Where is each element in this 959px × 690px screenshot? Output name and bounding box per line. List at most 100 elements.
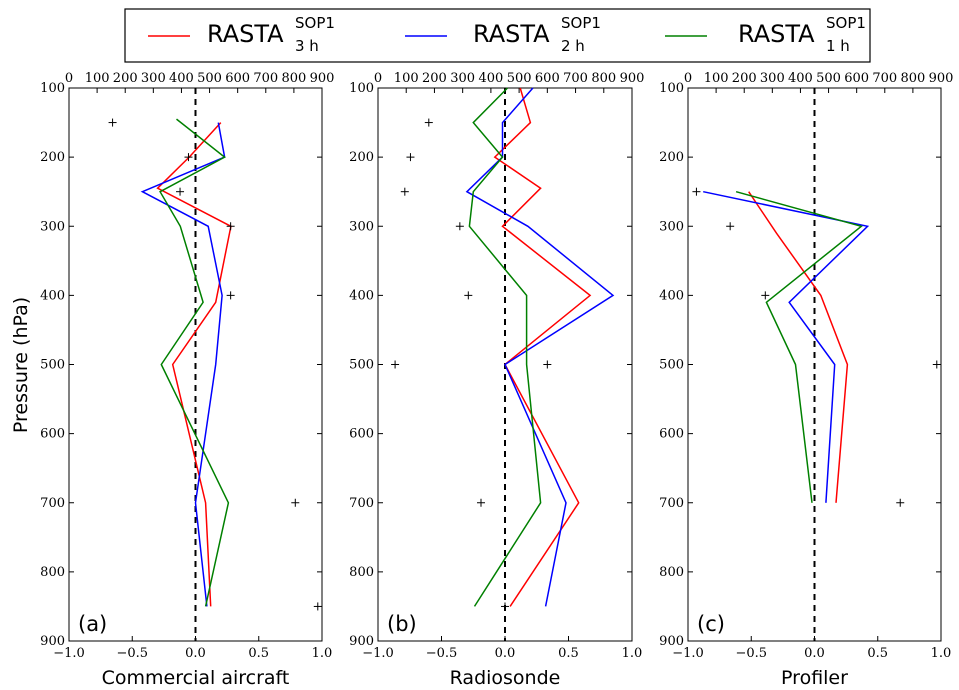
legend: RASTA SOP1 3 h RASTA SOP1 2 h RASTA SOP1…: [124, 8, 871, 63]
series-line-RASTA_3h: [748, 191, 849, 503]
series-line-RASTA_1h: [468, 87, 542, 607]
top-x-tick-label: 900: [620, 71, 645, 86]
x-tick-label: −0.5: [116, 646, 148, 661]
top-x-tick-label: 300: [450, 71, 475, 86]
count-marker: [291, 498, 300, 507]
top-x-tick-label: 400: [788, 71, 813, 86]
y-tick-label: 900: [659, 634, 684, 649]
x-tick-label: −0.5: [735, 646, 767, 661]
y-tick-label: 800: [40, 565, 65, 580]
x-tick-label: 0.0: [185, 646, 206, 661]
top-x-tick-label: 700: [253, 71, 278, 86]
top-x-tick-label: 100: [704, 71, 729, 86]
count-marker: [226, 222, 235, 231]
y-tick-label: 700: [659, 496, 684, 511]
series-line-RASTA_2h: [465, 87, 615, 607]
count-marker: [406, 153, 415, 162]
legend-box: [124, 8, 871, 63]
count-marker: [455, 222, 464, 231]
y-tick-label: 900: [40, 634, 65, 649]
y-tick-label: 100: [40, 81, 65, 96]
y-tick-label: 200: [349, 150, 374, 165]
count-marker: [477, 498, 486, 507]
top-x-tick-label: 600: [225, 71, 250, 86]
x-axis-label: Profiler: [781, 667, 848, 689]
y-tick-label: 200: [659, 150, 684, 165]
top-x-tick-label: 100: [85, 71, 110, 86]
top-x-tick-label: 800: [900, 71, 925, 86]
y-tick-label: 900: [349, 634, 374, 649]
count-marker: [226, 291, 235, 300]
count-marker: [108, 118, 117, 127]
legend-sub-3h: 3 h: [295, 37, 319, 55]
y-tick-label: 200: [40, 150, 65, 165]
top-x-tick-label: 200: [113, 71, 138, 86]
panel-label: (c): [697, 612, 725, 636]
legend-sub-2h: 2 h: [561, 37, 585, 55]
count-marker: [391, 360, 400, 369]
y-tick-label: 800: [349, 565, 374, 580]
top-x-tick-label: 0: [65, 71, 73, 86]
y-tick-label: 600: [659, 427, 684, 442]
y-tick-label: 500: [40, 358, 65, 373]
x-tick-label: 0.5: [558, 646, 579, 661]
count-marker: [313, 602, 322, 611]
legend-entry-2h: RASTA SOP1 2 h: [405, 14, 601, 55]
top-x-tick-label: 900: [929, 71, 954, 86]
series-line-RASTA_1h: [159, 118, 230, 607]
top-x-tick-label: 600: [844, 71, 869, 86]
legend-sup-3h: SOP1: [295, 14, 335, 32]
top-x-tick-label: 100: [394, 71, 419, 86]
panel-label: (a): [78, 612, 107, 636]
top-x-tick-label: 200: [732, 71, 757, 86]
count-marker: [424, 118, 433, 127]
top-x-tick-label: 300: [141, 71, 166, 86]
count-marker: [464, 291, 473, 300]
x-tick-label: −1.0: [672, 646, 704, 661]
x-tick-label: 1.0: [312, 646, 333, 661]
x-tick-label: 1.0: [622, 646, 643, 661]
legend-entry-1h: RASTA SOP1 1 h: [665, 14, 866, 55]
series-line-RASTA_2h: [703, 190, 870, 503]
top-x-tick-label: 500: [507, 71, 532, 86]
count-marker: [692, 187, 701, 196]
y-tick-label: 600: [349, 427, 374, 442]
y-axis-label: Pressure (hPa): [10, 297, 32, 433]
top-x-tick-label: 400: [169, 71, 194, 86]
legend-sub-1h: 1 h: [826, 37, 850, 55]
top-x-tick-label: 700: [563, 71, 588, 86]
top-x-tick-label: 300: [760, 71, 785, 86]
top-x-tick-label: 500: [197, 71, 222, 86]
top-x-tick-label: 500: [816, 71, 841, 86]
y-tick-label: 300: [349, 219, 374, 234]
y-tick-label: 800: [659, 565, 684, 580]
x-tick-label: −1.0: [53, 646, 85, 661]
count-marker: [543, 360, 552, 369]
x-tick-label: 0.0: [495, 646, 516, 661]
x-tick-label: −1.0: [362, 646, 394, 661]
count-marker: [176, 187, 185, 196]
top-x-tick-label: 800: [281, 71, 306, 86]
y-tick-label: 100: [349, 81, 374, 96]
series-line-RASTA_3h: [156, 122, 232, 607]
legend-label-1h: RASTA: [738, 20, 815, 48]
y-tick-label: 300: [659, 219, 684, 234]
x-tick-label: 0.0: [804, 646, 825, 661]
top-x-tick-label: 700: [872, 71, 897, 86]
legend-sup-1h: SOP1: [826, 14, 866, 32]
y-tick-label: 400: [659, 288, 684, 303]
legend-entry-3h: RASTA SOP1 3 h: [148, 14, 335, 55]
y-tick-label: 400: [40, 288, 65, 303]
top-x-tick-label: 600: [535, 71, 560, 86]
x-tick-label: −0.5: [426, 646, 458, 661]
y-tick-label: 300: [40, 219, 65, 234]
y-tick-label: 100: [659, 81, 684, 96]
y-tick-label: 600: [40, 427, 65, 442]
count-marker: [932, 360, 941, 369]
x-axis-label: Radiosonde: [450, 667, 561, 689]
top-x-tick-label: 800: [591, 71, 616, 86]
top-x-tick-label: 0: [684, 71, 692, 86]
x-tick-label: 1.0: [931, 646, 952, 661]
